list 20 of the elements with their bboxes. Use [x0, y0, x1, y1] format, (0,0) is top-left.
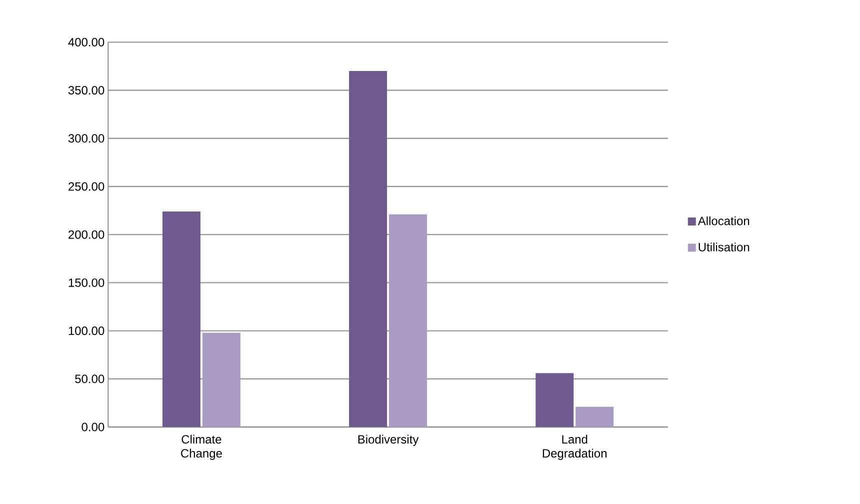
y-tick-label: 100.00	[68, 326, 104, 335]
y-tick-label: 150.00	[68, 278, 104, 287]
y-tick-label: 200.00	[68, 230, 104, 239]
x-tick-label: Land Degradation	[542, 434, 606, 460]
y-tick-label: 50.00	[75, 374, 104, 384]
y-tick-label: 350.00	[68, 86, 104, 94]
legend-label: Allocation	[698, 216, 750, 226]
y-tick-label: 0.00	[82, 422, 104, 432]
bar	[349, 70, 388, 427]
x-tick-label: Biodiversity	[358, 434, 419, 446]
bar	[162, 211, 200, 427]
y-tick-label: 400.00	[68, 38, 104, 46]
bar	[536, 373, 574, 427]
y-tick-label: 300.00	[68, 134, 104, 143]
bar	[202, 332, 240, 427]
bar	[389, 214, 427, 427]
y-tick-label: 250.00	[68, 182, 104, 191]
bar	[576, 406, 614, 427]
legend-label: Utilisation	[698, 242, 750, 252]
x-tick-label: Climate Change	[181, 434, 222, 460]
